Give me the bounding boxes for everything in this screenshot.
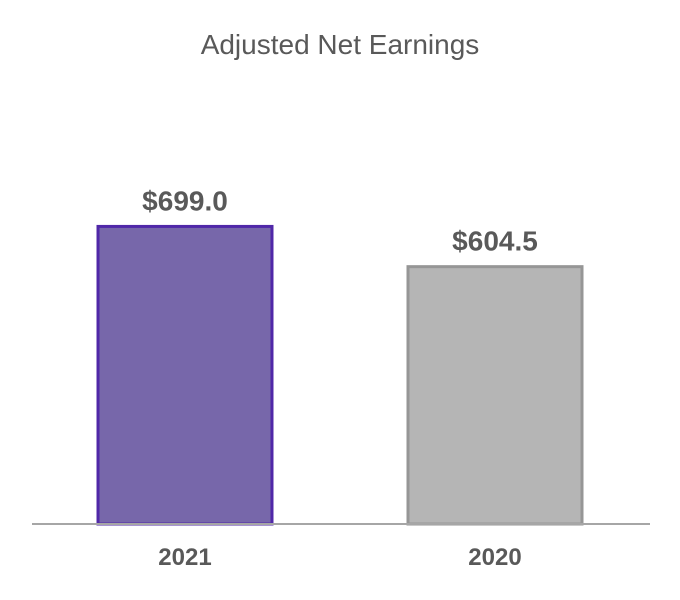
data-label-2020: $604.5 bbox=[452, 226, 538, 257]
bar-2020 bbox=[406, 265, 584, 526]
bars-layer bbox=[96, 224, 584, 526]
data-label-2021: $699.0 bbox=[142, 185, 228, 216]
labels-layer: $699.0 2021 $604.5 2020 bbox=[142, 185, 538, 571]
x-tick-label-2020: 2020 bbox=[468, 544, 521, 571]
bar-2021 bbox=[96, 224, 274, 526]
x-tick-label-2021: 2021 bbox=[158, 544, 211, 571]
chart-title: Adjusted Net Earnings bbox=[201, 29, 480, 60]
